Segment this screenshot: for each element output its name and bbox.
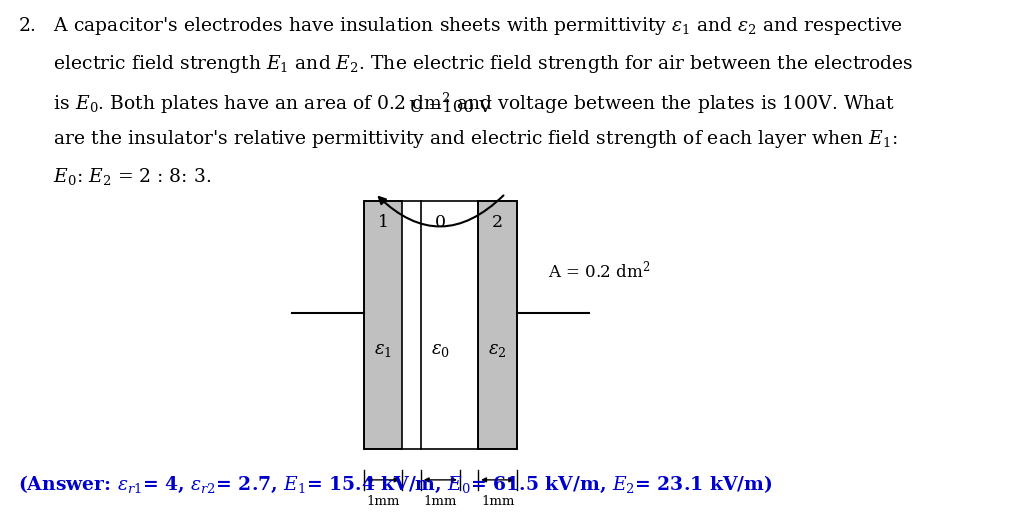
Text: are the insulator's relative permittivity and electric field strength of each la: are the insulator's relative permittivit… — [18, 128, 898, 151]
Bar — [421, 201, 460, 449]
Text: 1mm: 1mm — [424, 495, 457, 508]
Bar — [364, 201, 517, 449]
Text: $\varepsilon_0$: $\varepsilon_0$ — [431, 341, 450, 359]
Text: $\varepsilon_1$: $\varepsilon_1$ — [374, 341, 392, 359]
Text: 1: 1 — [378, 214, 388, 231]
Text: is $E_0$. Both plates have an area of 0.2 dm$^2$ and voltage between the plates : is $E_0$. Both plates have an area of 0.… — [18, 91, 896, 116]
Text: 1mm: 1mm — [367, 495, 399, 508]
Text: A = 0.2 dm$^2$: A = 0.2 dm$^2$ — [548, 260, 650, 282]
Text: 1mm: 1mm — [481, 495, 514, 508]
Text: U =100 V: U =100 V — [410, 99, 492, 116]
Text: (Answer: $\varepsilon_{r1}$= 4, $\varepsilon_{r2}$= 2.7, $E_1$= 15.4 kV/m, $E_0$: (Answer: $\varepsilon_{r1}$= 4, $\vareps… — [18, 474, 773, 495]
Text: $E_0$: $E_2$ = 2 : 8: 3.: $E_0$: $E_2$ = 2 : 8: 3. — [18, 166, 212, 187]
Text: 2.   A capacitor's electrodes have insulation sheets with permittivity $\varepsi: 2. A capacitor's electrodes have insulat… — [18, 15, 903, 38]
Text: 2: 2 — [493, 214, 503, 231]
Bar — [478, 201, 517, 449]
Text: electric field strength $E_1$ and $E_2$. The electric field strength for air bet: electric field strength $E_1$ and $E_2$.… — [18, 53, 914, 75]
Bar — [364, 201, 402, 449]
Text: $\varepsilon_2$: $\varepsilon_2$ — [488, 341, 507, 359]
Text: 0: 0 — [435, 214, 445, 231]
